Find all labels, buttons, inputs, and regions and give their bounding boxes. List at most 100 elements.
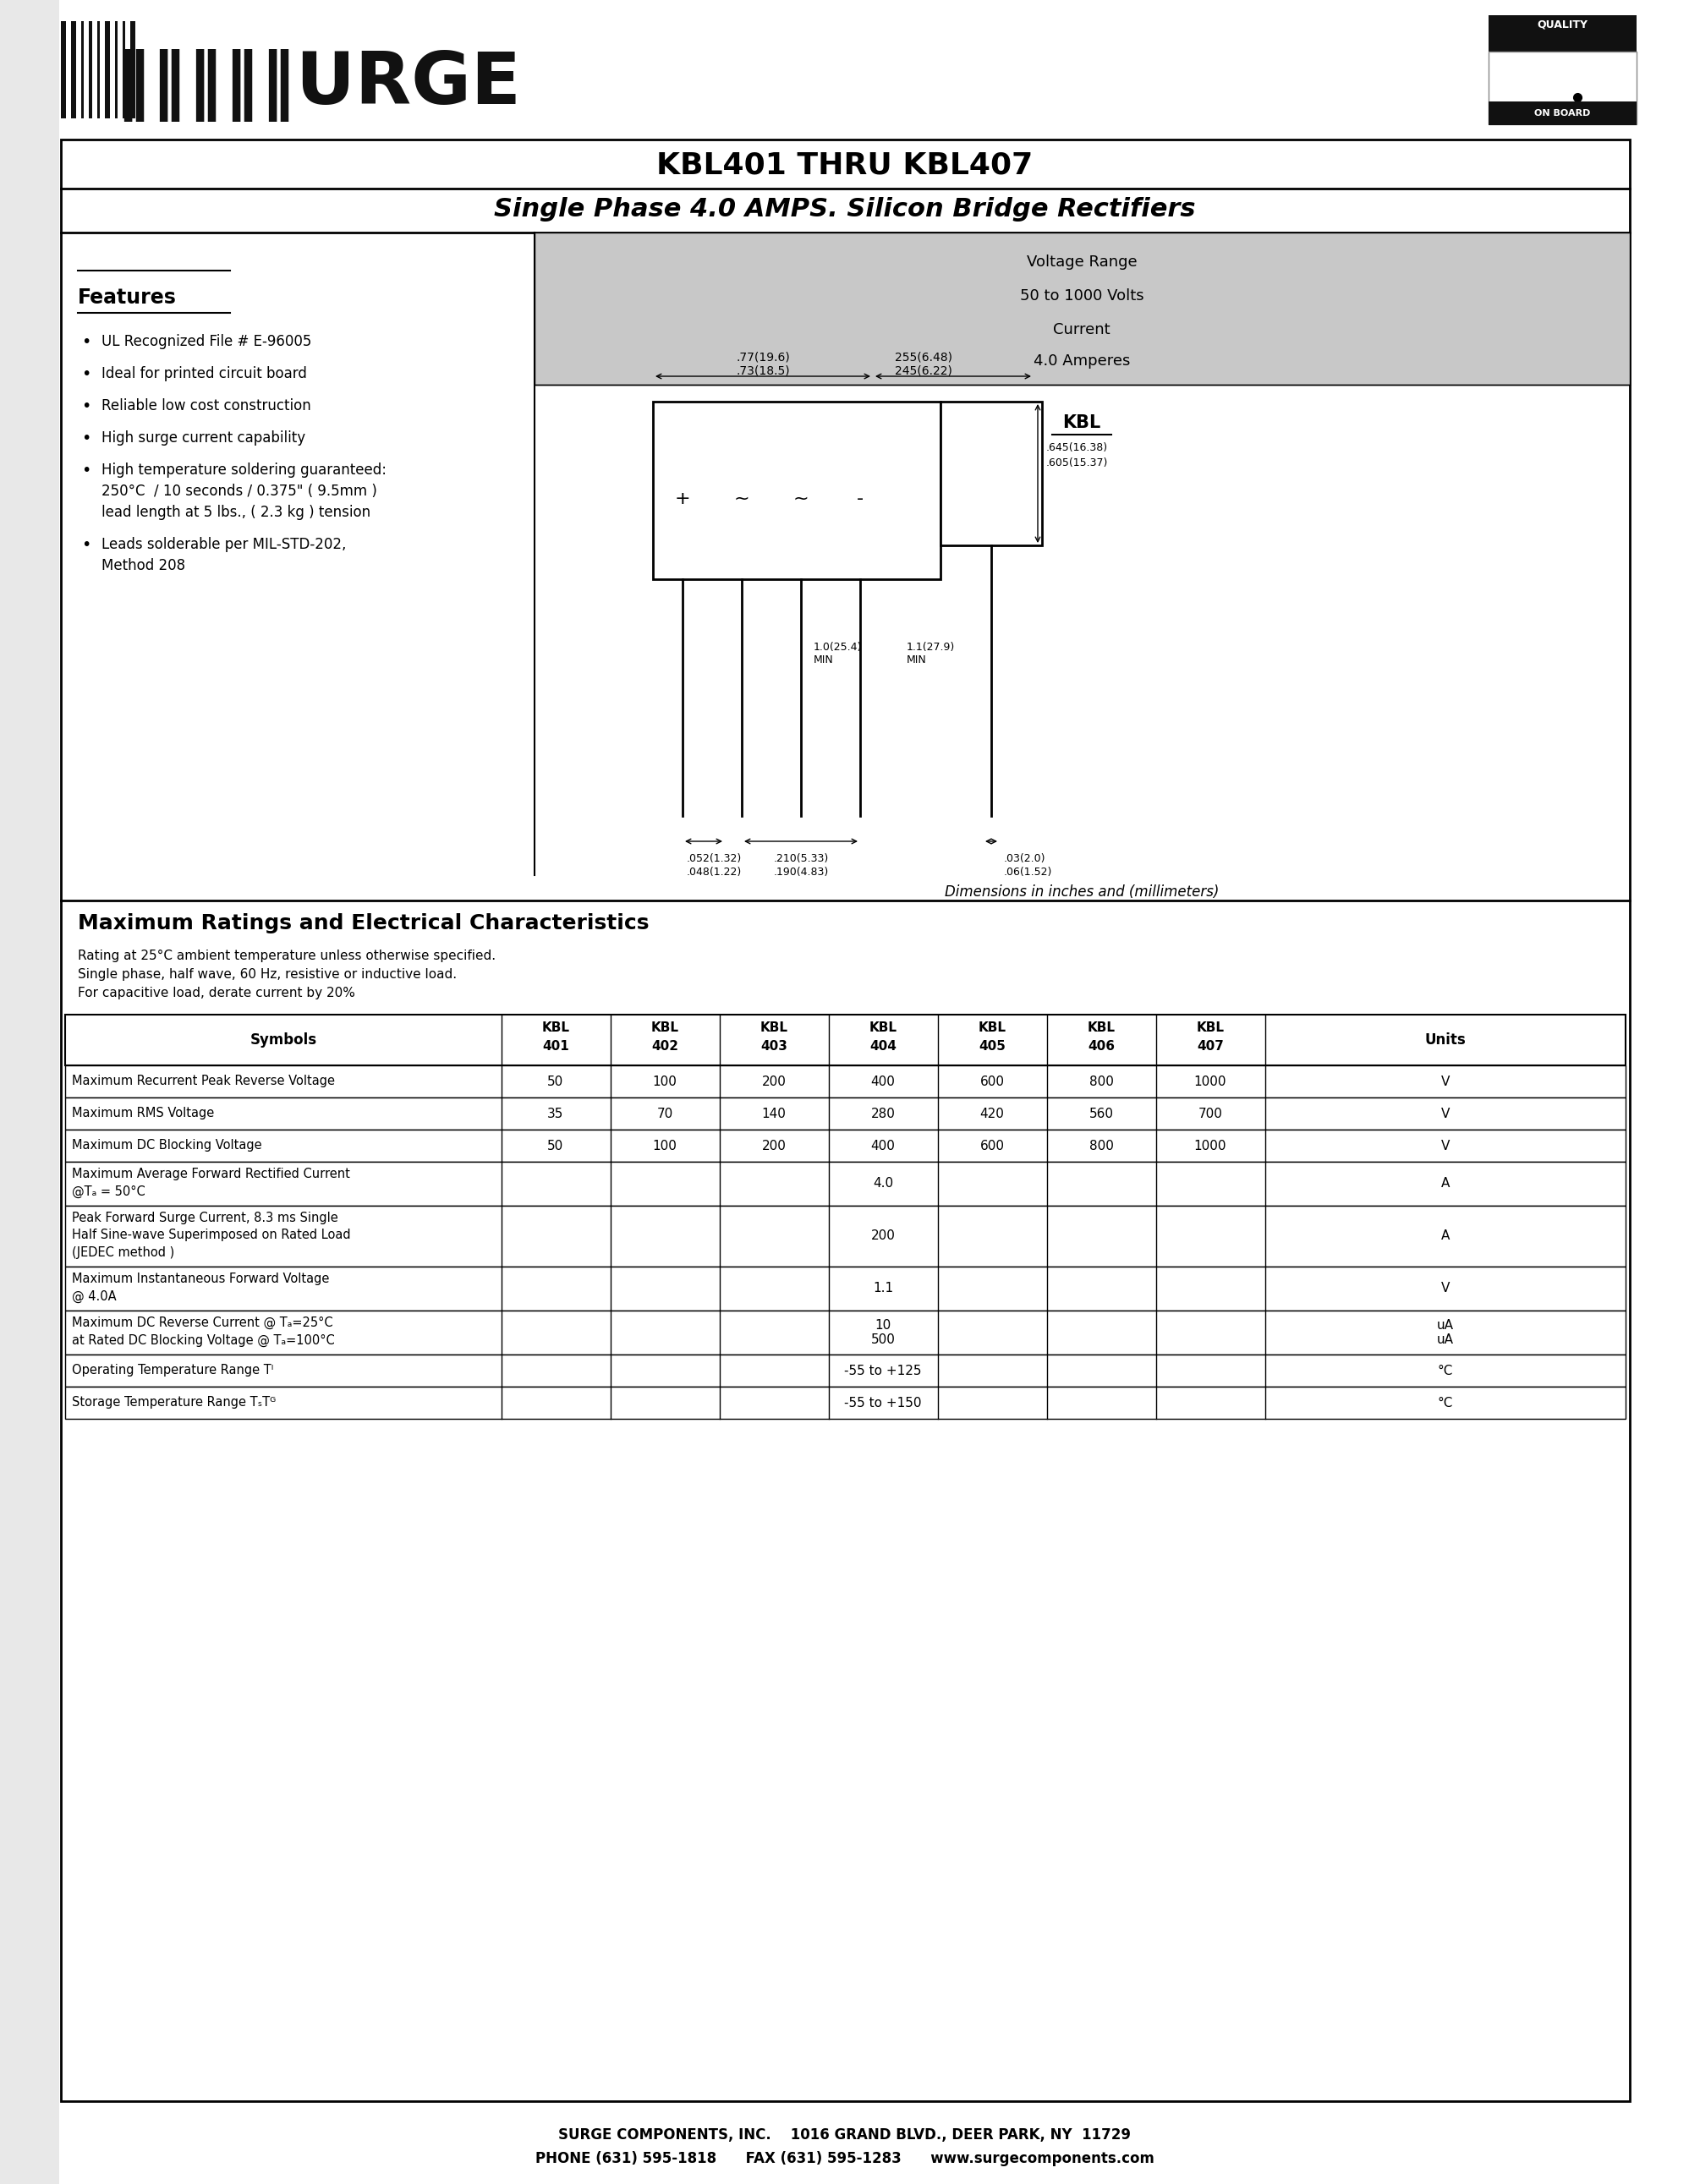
Text: Half Sine-wave Superimposed on Rated Load: Half Sine-wave Superimposed on Rated Loa… [73, 1230, 351, 1243]
Text: A: A [1441, 1230, 1449, 1243]
Text: SURGE COMPONENTS, INC.    1016 GRAND BLVD., DEER PARK, NY  11729: SURGE COMPONENTS, INC. 1016 GRAND BLVD.,… [559, 2127, 1132, 2143]
Text: Leads solderable per MIL-STD-202,: Leads solderable per MIL-STD-202, [101, 537, 346, 553]
Text: 403: 403 [760, 1040, 787, 1053]
Text: 406: 406 [1088, 1040, 1115, 1053]
Text: 35: 35 [547, 1107, 564, 1120]
Bar [105, 22, 110, 118]
Text: Maximum DC Reverse Current @ Tₐ=25°C: Maximum DC Reverse Current @ Tₐ=25°C [73, 1317, 333, 1330]
Text: .048(1.22): .048(1.22) [687, 867, 741, 878]
Text: KBL: KBL [870, 1022, 897, 1035]
Text: .77(19.6): .77(19.6) [736, 352, 790, 363]
Text: 800: 800 [1089, 1140, 1113, 1151]
Text: Reliable low cost construction: Reliable low cost construction [101, 397, 311, 413]
Text: KBL401 THRU KBL407: KBL401 THRU KBL407 [657, 151, 1034, 179]
Text: 245(6.22): 245(6.22) [895, 365, 953, 378]
Text: 1.1: 1.1 [873, 1282, 893, 1295]
Text: .73(18.5): .73(18.5) [736, 365, 790, 378]
Text: V: V [1441, 1282, 1449, 1295]
Text: 50: 50 [547, 1075, 564, 1088]
Text: Maximum RMS Voltage: Maximum RMS Voltage [73, 1107, 215, 1120]
Text: A: A [1441, 1177, 1449, 1190]
Text: Symbols: Symbols [250, 1033, 318, 1048]
Text: .605(15.37): .605(15.37) [1045, 456, 1108, 467]
Text: 250°C  / 10 seconds / 0.375" ( 9.5mm ): 250°C / 10 seconds / 0.375" ( 9.5mm ) [101, 483, 377, 498]
Bar [61, 22, 66, 118]
Text: 404: 404 [870, 1040, 897, 1053]
Text: 4.0: 4.0 [873, 1177, 893, 1190]
Text: 4.0 Amperes: 4.0 Amperes [1034, 354, 1130, 369]
Text: •: • [81, 537, 91, 553]
Text: KBL: KBL [542, 1022, 569, 1035]
Text: .03(2.0): .03(2.0) [1003, 852, 1045, 863]
Text: 255(6.48): 255(6.48) [895, 352, 953, 363]
Text: 50 to 1000 Volts: 50 to 1000 Volts [1020, 288, 1143, 304]
Text: 407: 407 [1198, 1040, 1225, 1053]
Text: ~: ~ [733, 491, 750, 507]
Text: 200: 200 [762, 1075, 785, 1088]
Text: 100: 100 [652, 1140, 677, 1151]
Text: 600: 600 [980, 1140, 1005, 1151]
Text: Ideal for printed circuit board: Ideal for printed circuit board [101, 367, 307, 382]
Text: ON BOARD: ON BOARD [1534, 109, 1591, 118]
Text: (JEDEC method ): (JEDEC method ) [73, 1247, 174, 1258]
Bar [98, 22, 100, 118]
Text: 1000: 1000 [1194, 1140, 1226, 1151]
Text: PHONE (631) 595-1818      FAX (631) 595-1283      www.surgecomponents.com: PHONE (631) 595-1818 FAX (631) 595-1283 … [535, 2151, 1154, 2167]
Text: Peak Forward Surge Current, 8.3 ms Single: Peak Forward Surge Current, 8.3 ms Singl… [73, 1212, 338, 1225]
Text: 1.1(27.9): 1.1(27.9) [907, 642, 954, 653]
Bar [90, 22, 93, 118]
Text: -55 to +150: -55 to +150 [844, 1396, 922, 1409]
Text: at Rated DC Blocking Voltage @ Tₐ=100°C: at Rated DC Blocking Voltage @ Tₐ=100°C [73, 1334, 334, 1348]
Text: KBL: KBL [1088, 1022, 1115, 1035]
Bar [66, 1162, 1625, 1206]
Text: @Tₐ = 50°C: @Tₐ = 50°C [73, 1186, 145, 1199]
Text: KBL: KBL [978, 1022, 1007, 1035]
Text: MIN: MIN [907, 655, 927, 666]
Text: 10
500: 10 500 [872, 1319, 895, 1345]
Bar [81, 22, 84, 118]
Bar [71, 22, 76, 118]
Text: Maximum Recurrent Peak Reverse Voltage: Maximum Recurrent Peak Reverse Voltage [73, 1075, 334, 1088]
Text: 1.0(25.4): 1.0(25.4) [814, 642, 861, 653]
Text: 50: 50 [547, 1140, 564, 1151]
Text: 200: 200 [762, 1140, 785, 1151]
Text: 600: 600 [980, 1075, 1005, 1088]
Text: V: V [1441, 1140, 1449, 1151]
Text: .645(16.38): .645(16.38) [1045, 443, 1108, 454]
Bar [66, 1267, 1625, 1310]
Text: Dimensions in inches and (millimeters): Dimensions in inches and (millimeters) [944, 885, 1219, 900]
Text: Rating at 25°C ambient temperature unless otherwise specified.: Rating at 25°C ambient temperature unles… [78, 950, 497, 963]
Text: Maximum Average Forward Rectified Current: Maximum Average Forward Rectified Curren… [73, 1168, 350, 1179]
Text: 140: 140 [762, 1107, 785, 1120]
Text: 700: 700 [1198, 1107, 1223, 1120]
Text: Operating Temperature Range Tᴵ: Operating Temperature Range Tᴵ [73, 1365, 274, 1376]
Text: •: • [81, 334, 91, 349]
Text: Storage Temperature Range TₛTᴳ: Storage Temperature Range TₛTᴳ [73, 1396, 275, 1409]
Text: -55 to +125: -55 to +125 [844, 1365, 922, 1376]
Text: 200: 200 [872, 1230, 895, 1243]
Bar [130, 22, 135, 118]
Text: Current: Current [1054, 323, 1110, 336]
Text: For capacitive load, derate current by 20%: For capacitive load, derate current by 2… [78, 987, 355, 1000]
Text: .06(1.52): .06(1.52) [1003, 867, 1052, 878]
Text: 420: 420 [980, 1107, 1005, 1120]
Bar [123, 22, 125, 118]
Text: °C: °C [1437, 1396, 1453, 1409]
Text: •: • [81, 367, 91, 382]
Bar [66, 1129, 1625, 1162]
Text: Units: Units [1426, 1033, 1466, 1048]
Text: KBL: KBL [1062, 415, 1101, 430]
Text: UL Recognized File # E-96005: UL Recognized File # E-96005 [101, 334, 311, 349]
Text: +: + [674, 491, 691, 507]
Text: Maximum Instantaneous Forward Voltage: Maximum Instantaneous Forward Voltage [73, 1273, 329, 1284]
Text: 800: 800 [1089, 1075, 1113, 1088]
Text: KBL: KBL [650, 1022, 679, 1035]
Text: .210(5.33): .210(5.33) [774, 852, 829, 863]
Text: V: V [1441, 1075, 1449, 1088]
Text: lead length at 5 lbs., ( 2.3 kg ) tension: lead length at 5 lbs., ( 2.3 kg ) tensio… [101, 505, 370, 520]
Bar [1488, 15, 1637, 52]
Text: 100: 100 [652, 1075, 677, 1088]
Text: •: • [81, 430, 91, 446]
Bar [66, 1387, 1625, 1420]
Text: 560: 560 [1089, 1107, 1113, 1120]
